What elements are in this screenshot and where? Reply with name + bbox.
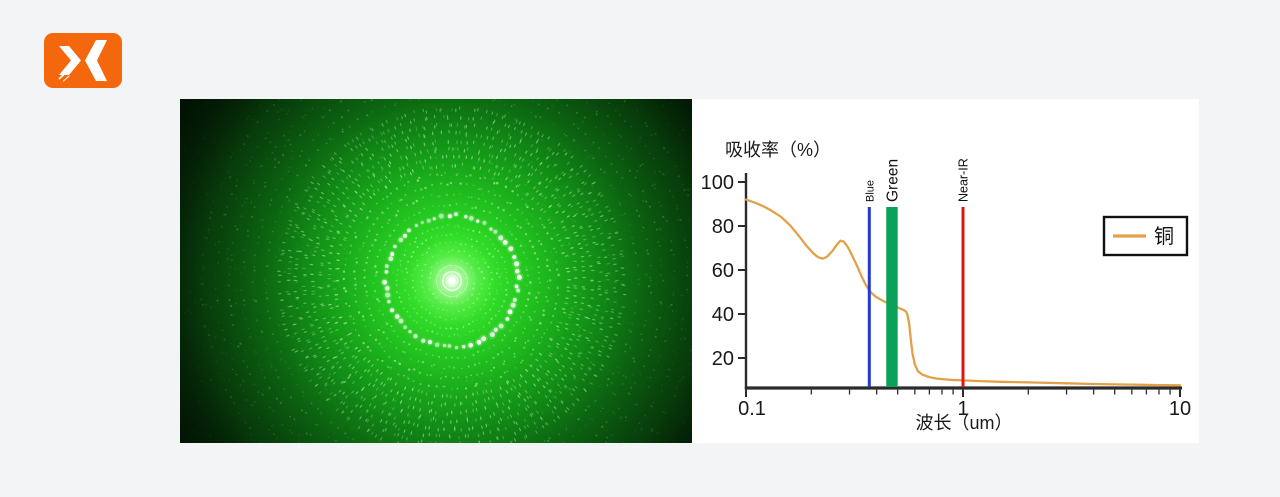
brand-logo-icon [44,33,122,88]
chart-wrap: 吸收率（%） 100 80 60 40 20 0.1 1 10 波长（um） Blue Green Ne… [692,99,1199,443]
marker-label: Green [885,159,902,202]
y-tick-label: 80 [712,216,734,238]
x-tick-label: 0.1 [738,398,766,420]
x-tick-label: 1 [957,398,968,420]
y-tick-label: 40 [712,304,734,326]
laser-diffraction-photo [180,99,692,443]
x-axis-title: 波长（um） [915,413,1012,433]
y-tick-label: 100 [701,172,734,194]
marker-label: Blue [864,180,876,202]
brand-logo-rect [44,33,122,88]
y-axis-title: 吸收率（%） [725,140,831,160]
photo-vignette [180,99,692,443]
marker-label: Near-IR [957,158,971,202]
y-tick-label: 20 [712,348,734,370]
x-tick-label: 10 [1169,398,1191,420]
brand-logo [44,33,122,88]
laser-photo-wrap [180,99,692,443]
marker-band-green [886,207,898,387]
figure-panel: 吸收率（%） 100 80 60 40 20 0.1 1 10 波长（um） Blue Green Ne… [180,99,1199,443]
absorption-chart: 吸收率（%） 100 80 60 40 20 0.1 1 10 波长（um） Blue Green Ne… [701,140,1192,433]
legend-label: 铜 [1154,225,1174,248]
y-tick-label: 60 [712,260,734,282]
brand-logo-chevrons [58,40,107,82]
